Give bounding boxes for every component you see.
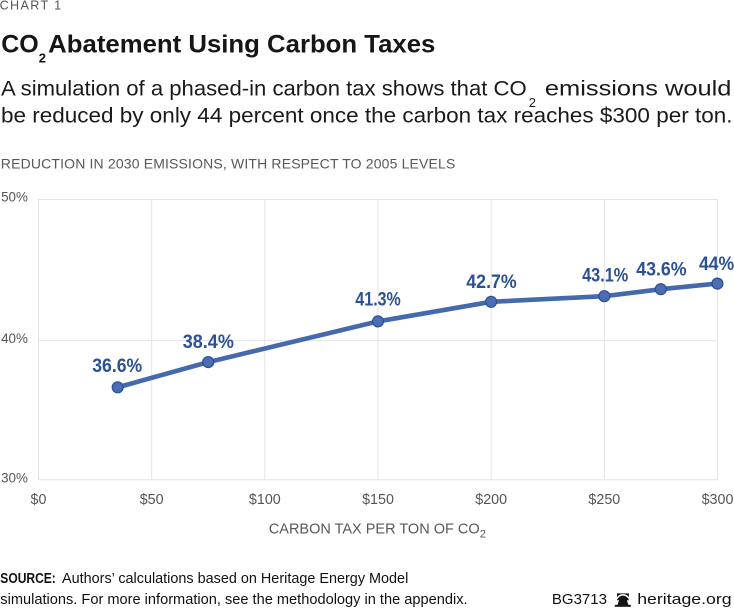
svg-text:41.3%: 41.3%	[355, 288, 400, 310]
svg-text:emissions would: emissions would	[545, 76, 732, 99]
svg-text:2: 2	[39, 51, 46, 66]
svg-text:Abatement Using Carbon Taxes: Abatement Using Carbon Taxes	[48, 31, 435, 59]
svg-text:2: 2	[480, 529, 486, 541]
svg-text:43.1%: 43.1%	[582, 264, 628, 286]
svg-text:CO: CO	[1, 31, 39, 59]
svg-text:A simulation of a phased-in ca: A simulation of a phased-in carbon tax s…	[1, 76, 527, 100]
svg-text:CARBON TAX PER TON OF CO: CARBON TAX PER TON OF CO	[269, 521, 480, 537]
svg-text:$150: $150	[362, 492, 394, 508]
svg-text:$200: $200	[475, 492, 507, 508]
svg-text:simulations. For more informat: simulations. For more information, see t…	[0, 592, 467, 608]
svg-text:CHART 1: CHART 1	[0, 0, 61, 13]
svg-text:30%: 30%	[1, 471, 28, 486]
svg-text:38.4%: 38.4%	[183, 331, 234, 353]
svg-text:50%: 50%	[1, 190, 28, 205]
svg-text:43.6%: 43.6%	[636, 258, 687, 280]
svg-text:2: 2	[529, 95, 536, 110]
svg-text:$100: $100	[249, 492, 281, 508]
svg-text:BG3713: BG3713	[552, 591, 607, 608]
svg-text:SOURCE:: SOURCE:	[0, 570, 56, 587]
svg-text:42.7%: 42.7%	[466, 270, 517, 292]
svg-text:REDUCTION IN 2030 EMISSIONS, W: REDUCTION IN 2030 EMISSIONS, WITH RESPEC…	[1, 156, 456, 172]
svg-text:44%: 44%	[699, 252, 734, 274]
svg-text:$300: $300	[702, 492, 734, 508]
svg-text:36.6%: 36.6%	[92, 354, 142, 376]
svg-text:40%: 40%	[1, 331, 28, 346]
svg-text:$250: $250	[588, 492, 620, 508]
svg-text:Authors’ calculations based on: Authors’ calculations based on Heritage …	[62, 571, 408, 587]
svg-text:$0: $0	[31, 492, 47, 508]
svg-text:be reduced by only 44 percent: be reduced by only 44 percent once the c…	[1, 103, 732, 127]
svg-text:heritage.org: heritage.org	[637, 591, 731, 607]
svg-text:$50: $50	[140, 492, 164, 508]
